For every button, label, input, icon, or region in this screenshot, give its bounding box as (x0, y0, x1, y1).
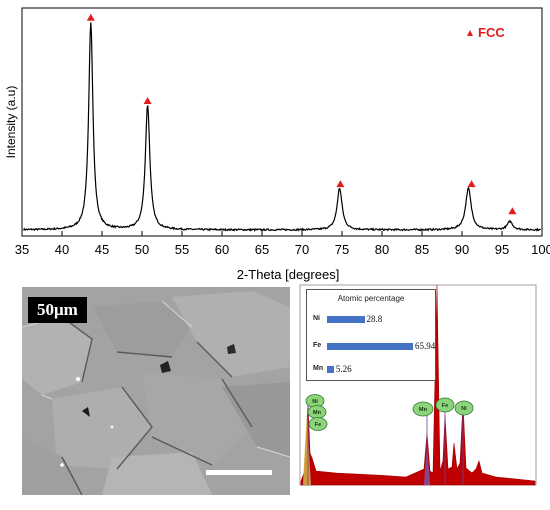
y-axis-label: Intensity (a.u) (4, 86, 18, 159)
x-tick-label: 65 (255, 242, 269, 257)
x-tick-label: 45 (95, 242, 109, 257)
eds-spectrum-area (300, 284, 536, 486)
x-tick-label: 75 (335, 242, 349, 257)
x-tick-label: 80 (375, 242, 389, 257)
eds-peak-label: Ni (312, 399, 318, 405)
x-tick-label: 35 (15, 242, 29, 257)
fcc-peak-marker (143, 96, 152, 104)
xrd-pattern-line (23, 22, 541, 232)
inset-element-label: Mn (313, 365, 324, 372)
sem-texture (22, 287, 290, 495)
x-tick-label: 100 (531, 242, 550, 257)
eds-peak-label: Fe (315, 422, 321, 428)
x-tick-label: 85 (415, 242, 429, 257)
legend-fcc-label: FCC (478, 25, 505, 40)
inset-element-label: Fe (313, 342, 322, 349)
inset-element-label: Ni (313, 315, 320, 322)
legend-fcc-marker (467, 30, 473, 36)
x-tick-label: 50 (135, 242, 149, 257)
inset-value-label: 65.94 (415, 341, 436, 351)
inset-bar (327, 366, 334, 373)
x-tick-label: 60 (215, 242, 229, 257)
atomic-percentage-inset: Atomic percentage Ni 28.8 Fe 65.94 Mn 5.26 (306, 289, 436, 381)
xrd-plot-frame (21, 7, 543, 237)
x-axis-label: 2-Theta [degrees] (237, 267, 340, 282)
inset-value-label: 5.26 (335, 364, 352, 374)
inset-title: Atomic percentage (337, 294, 405, 303)
inset-bar (327, 343, 413, 350)
fcc-peak-marker (86, 13, 95, 21)
inset-row-mn: Mn 5.26 (307, 364, 435, 374)
eds-peak-label: Mn (313, 410, 322, 416)
fcc-peak-marker (508, 207, 517, 215)
eds-spectrum: Ni Mn Fe Mn Fe Ni Atomic percentage Ni 28… (296, 283, 540, 493)
inset-value-label: 28.8 (366, 314, 383, 324)
inset-row-ni: Ni 28.8 (307, 314, 435, 324)
eds-peak-label: Mn (419, 407, 428, 413)
eds-peak-label: Fe (442, 403, 448, 409)
x-tick-label: 40 (55, 242, 69, 257)
x-tick-label: 95 (495, 242, 509, 257)
sem-micrograph: 50μm (22, 287, 290, 495)
sem-scale-label: 50μm (28, 297, 87, 323)
xrd-chart: 35 40 45 50 55 60 65 70 75 80 85 90 95 100 FCC 2-Thet… (4, 7, 550, 282)
x-tick-label: 55 (175, 242, 189, 257)
eds-peak-label: Ni (461, 406, 467, 412)
sem-scale-bar (206, 470, 272, 475)
x-tick-label: 70 (295, 242, 309, 257)
fcc-peak-marker (336, 180, 345, 188)
inset-row-fe: Fe 65.94 (307, 341, 435, 351)
inset-bar (327, 316, 365, 323)
x-tick-label: 90 (455, 242, 469, 257)
fcc-peak-marker (467, 180, 476, 188)
